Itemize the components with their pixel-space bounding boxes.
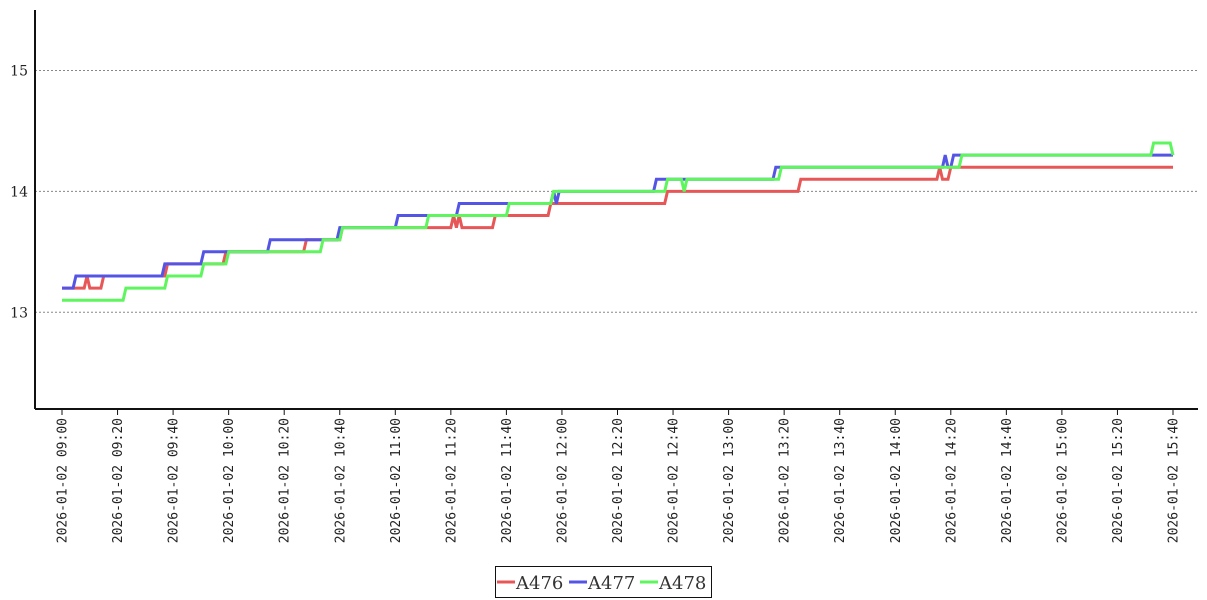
x-tick-label: 2026-01-02 14:40 (1000, 418, 1015, 543)
x-ticks: 2026-01-02 09:00 2026-01-02 09:20 2026-01-… (56, 409, 1182, 543)
x-tick-label: 2026-01-02 11:20 (444, 418, 459, 543)
x-tick-label: 2026-01-02 11:40 (500, 418, 515, 543)
x-tick-label: 2026-01-02 12:00 (555, 418, 570, 543)
x-tick-label: 2026-01-02 12:40 (667, 418, 682, 543)
x-tick-label: 2026-01-02 10:20 (278, 418, 293, 543)
x-tick-label: 2026-01-02 14:00 (889, 418, 904, 543)
x-tick-label: 2026-01-02 13:00 (722, 418, 737, 543)
x-tick-label: 2026-01-02 13:20 (778, 418, 793, 543)
x-tick-label: 2026-01-02 15:00 (1055, 418, 1070, 543)
x-tick-label: 2026-01-02 10:40 (333, 418, 348, 543)
x-tick-label: 2026-01-02 10:00 (222, 418, 237, 543)
y-tick-label: 13 (10, 305, 28, 321)
axes (34, 10, 1198, 410)
legend-box (495, 566, 712, 598)
series-line-a477 (62, 153, 1173, 290)
x-tick-label: 2026-01-02 11:00 (389, 418, 404, 543)
x-tick-label: 2026-01-02 12:20 (611, 418, 626, 543)
x-tick-label: 2026-01-02 09:00 (56, 418, 71, 543)
x-tick-label: 2026-01-02 14:20 (944, 418, 959, 543)
series-line-a476 (62, 165, 1173, 290)
x-tick-label: 2026-01-02 09:20 (111, 418, 126, 543)
x-tick-label: 2026-01-02 15:40 (1167, 418, 1182, 543)
y-ticks: 13 14 15 (10, 63, 28, 321)
x-tick-label: 2026-01-02 13:40 (833, 418, 848, 543)
legend-label-a477: A477 (587, 573, 635, 594)
y-tick-label: 14 (10, 184, 28, 200)
series-lines (62, 141, 1175, 302)
x-tick-label: 2026-01-02 15:20 (1111, 418, 1126, 543)
x-tick-label: 2026-01-02 09:40 (167, 418, 182, 543)
legend: A476 A477 A478 (495, 566, 712, 598)
legend-label-a476: A476 (515, 573, 563, 594)
legend-label-a478: A478 (658, 573, 706, 594)
series-line-a478 (62, 141, 1175, 302)
y-tick-label: 15 (10, 63, 28, 79)
